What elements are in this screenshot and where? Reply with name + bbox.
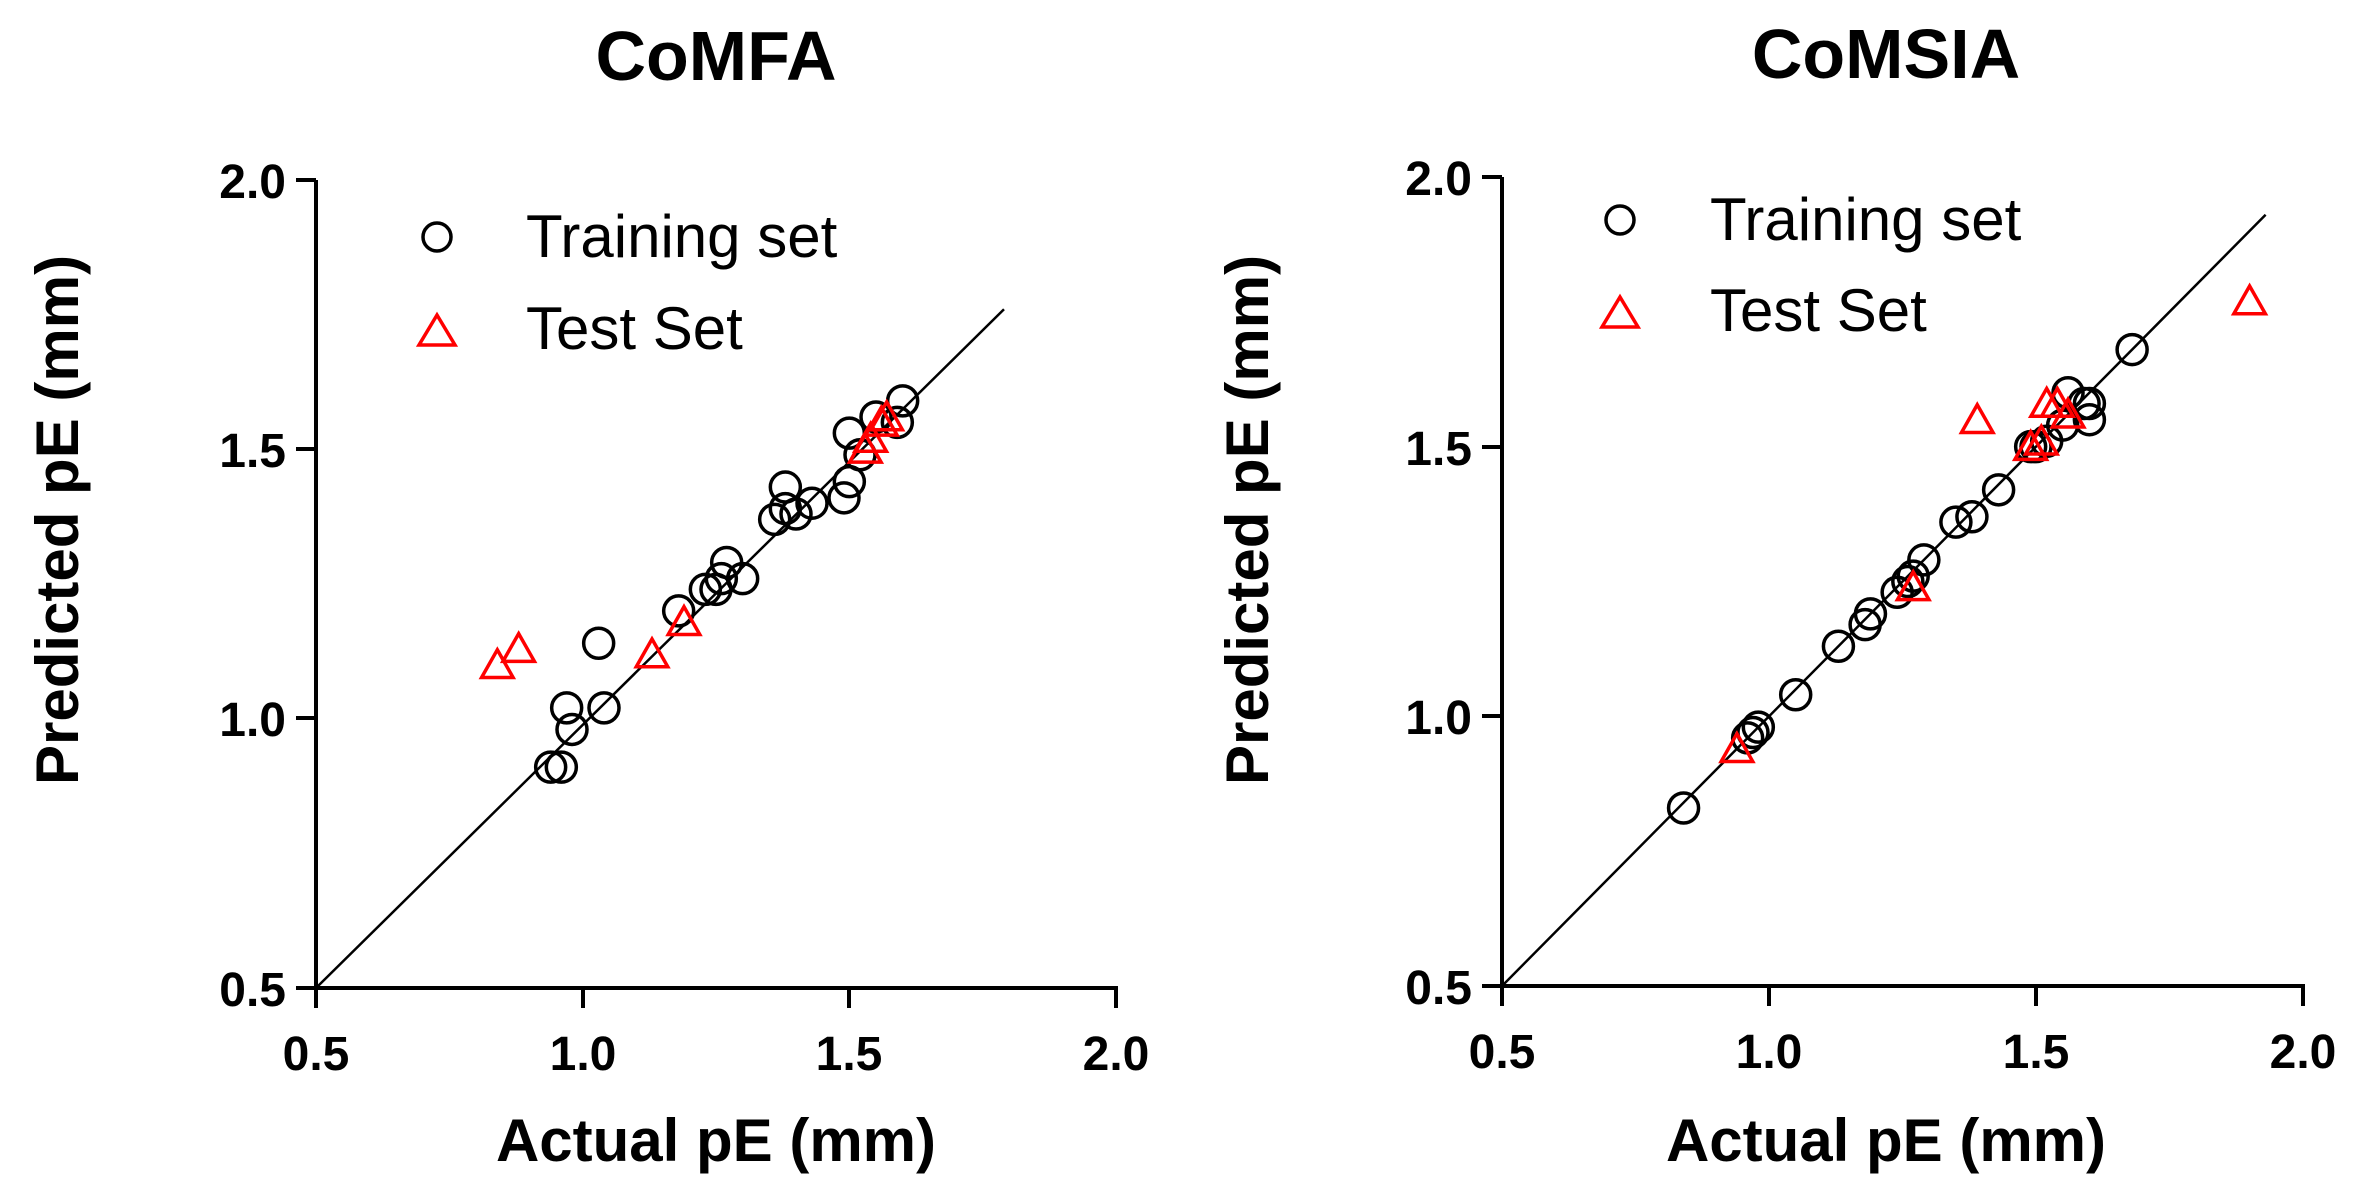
test-point-comsia xyxy=(1894,568,1932,602)
training-point-comfa xyxy=(709,545,744,580)
panel-comfa: CoMFA Predicted pE (mm) Actual pE (mm) 0… xyxy=(24,17,1149,1174)
test-point-comfa xyxy=(665,603,703,637)
y-tick-label-comsia: 1.5 xyxy=(1405,423,1472,476)
legend-label-test-comsia: Test Set xyxy=(1710,277,1927,344)
x-tick-label-comfa: 1.5 xyxy=(816,1028,883,1081)
training-point-comsia xyxy=(2072,386,2107,421)
panel-comsia: CoMSIA Predicted pE (mm) Actual pE (mm) … xyxy=(1214,15,2336,1174)
test-point-comfa xyxy=(478,646,517,680)
test-point-comfa xyxy=(867,398,906,432)
x-axis-label-comsia: Actual pE (mm) xyxy=(1666,1107,2106,1174)
training-point-comfa xyxy=(757,502,792,537)
y-tick-label-comfa: 2.0 xyxy=(219,156,286,209)
test-point-comfa xyxy=(633,635,671,669)
x-tick-label-comsia: 2.0 xyxy=(2270,1026,2337,1079)
points-comfa xyxy=(478,384,920,784)
training-point-comsia xyxy=(1853,597,1888,631)
legend-comsia: Training set Test Set xyxy=(1598,186,2022,344)
test-point-comfa xyxy=(499,630,538,664)
legend-comfa: Training set Test Set xyxy=(415,203,838,362)
chart-title-comsia: CoMSIA xyxy=(1752,15,2020,93)
training-point-comfa xyxy=(661,594,696,628)
legend-label-training-comsia: Training set xyxy=(1710,186,2022,253)
legend-marker-test-comfa xyxy=(415,311,459,347)
chart-title-comfa: CoMFA xyxy=(595,17,836,95)
y-tick-label-comfa: 1.5 xyxy=(219,425,286,478)
y-tick-label-comfa: 1.0 xyxy=(219,694,286,747)
training-point-comsia xyxy=(1907,543,1941,577)
x-axis-label-comfa: Actual pE (mm) xyxy=(496,1107,936,1174)
training-point-comfa xyxy=(587,691,621,725)
test-point-comsia xyxy=(2230,282,2269,316)
test-point-comsia xyxy=(2011,428,2050,462)
identity-line-comfa xyxy=(315,308,1005,989)
y-tick-label-comfa: 0.5 xyxy=(219,964,286,1017)
training-point-comsia xyxy=(1821,629,1856,663)
y-tick-label-comsia: 0.5 xyxy=(1405,962,1472,1015)
test-point-comsia xyxy=(1718,730,1756,764)
test-point-comsia xyxy=(1958,401,1997,435)
training-point-comsia xyxy=(1741,710,1776,744)
training-point-comfa xyxy=(549,691,584,725)
training-point-comsia xyxy=(1981,473,2016,507)
test-point-comsia xyxy=(2049,395,2087,429)
training-point-comfa xyxy=(795,486,829,520)
legend-marker-test-comsia xyxy=(1598,293,1642,329)
y-tick-label-comsia: 2.0 xyxy=(1405,153,1472,206)
x-tick-label-comfa: 0.5 xyxy=(283,1028,350,1081)
training-point-comsia xyxy=(2115,332,2149,367)
training-point-comsia xyxy=(1666,791,1701,825)
test-point-comfa xyxy=(851,420,890,454)
training-point-comsia xyxy=(1939,505,1973,539)
legend-label-test-comfa: Test Set xyxy=(526,295,743,362)
training-point-comfa xyxy=(827,481,861,515)
x-tick-label-comfa: 2.0 xyxy=(1083,1028,1150,1081)
test-point-comfa xyxy=(862,403,901,437)
training-point-comsia xyxy=(1955,500,1989,534)
x-tick-label-comsia: 0.5 xyxy=(1469,1026,1536,1079)
x-tick-label-comsia: 1.0 xyxy=(1736,1026,1803,1079)
training-point-comsia xyxy=(2072,402,2107,437)
y-axis-label-comfa: Predicted pE (mm) xyxy=(24,255,91,785)
points-comsia xyxy=(1666,282,2269,825)
training-point-comfa xyxy=(725,561,760,596)
training-point-comsia xyxy=(1778,678,1813,712)
x-tick-label-comfa: 1.0 xyxy=(550,1028,617,1081)
training-point-comfa xyxy=(544,750,579,784)
x-tick-label-comsia: 1.5 xyxy=(2003,1026,2070,1079)
training-point-comfa xyxy=(704,561,739,596)
legend-marker-training-comsia xyxy=(1604,204,1636,236)
legend-label-training-comfa: Training set xyxy=(526,203,838,270)
y-axis-label-comsia: Predicted pE (mm) xyxy=(1214,255,1281,785)
test-point-comsia xyxy=(2022,422,2061,456)
training-point-comfa xyxy=(581,626,616,661)
legend-marker-training-comfa xyxy=(421,221,453,253)
training-point-comfa xyxy=(555,712,589,747)
training-point-comsia xyxy=(1891,564,1925,599)
y-tick-label-comsia: 1.0 xyxy=(1405,692,1472,745)
training-point-comfa xyxy=(533,750,568,784)
training-point-comfa xyxy=(880,405,915,440)
